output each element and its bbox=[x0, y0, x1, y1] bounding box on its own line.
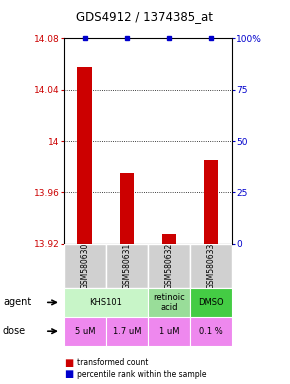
Text: 1 uM: 1 uM bbox=[159, 327, 179, 336]
Text: GSM580632: GSM580632 bbox=[164, 243, 173, 289]
Bar bbox=[64, 288, 148, 317]
Text: GSM580631: GSM580631 bbox=[122, 243, 131, 289]
Text: retinoic
acid: retinoic acid bbox=[153, 293, 185, 312]
Text: agent: agent bbox=[3, 297, 31, 308]
Bar bbox=[148, 244, 190, 288]
Bar bbox=[190, 288, 232, 317]
Bar bbox=[162, 233, 176, 244]
Text: GDS4912 / 1374385_at: GDS4912 / 1374385_at bbox=[77, 10, 213, 23]
Text: dose: dose bbox=[3, 326, 26, 336]
Text: KHS101: KHS101 bbox=[89, 298, 122, 307]
Text: 5 uM: 5 uM bbox=[75, 327, 95, 336]
Bar bbox=[106, 244, 148, 288]
Bar bbox=[204, 161, 218, 244]
Text: ■: ■ bbox=[64, 369, 73, 379]
Text: GSM580630: GSM580630 bbox=[80, 243, 89, 289]
Text: 1.7 uM: 1.7 uM bbox=[113, 327, 141, 336]
Bar bbox=[64, 244, 106, 288]
Text: GSM580633: GSM580633 bbox=[206, 243, 215, 289]
Text: percentile rank within the sample: percentile rank within the sample bbox=[77, 370, 206, 379]
Bar bbox=[190, 244, 232, 288]
Text: ■: ■ bbox=[64, 358, 73, 368]
Bar bbox=[148, 288, 190, 317]
Bar bbox=[190, 317, 232, 346]
Text: transformed count: transformed count bbox=[77, 358, 148, 367]
Bar bbox=[77, 67, 92, 244]
Text: DMSO: DMSO bbox=[198, 298, 224, 307]
Bar bbox=[64, 317, 106, 346]
Bar bbox=[119, 173, 134, 244]
Text: 0.1 %: 0.1 % bbox=[199, 327, 223, 336]
Bar bbox=[148, 317, 190, 346]
Bar bbox=[106, 317, 148, 346]
